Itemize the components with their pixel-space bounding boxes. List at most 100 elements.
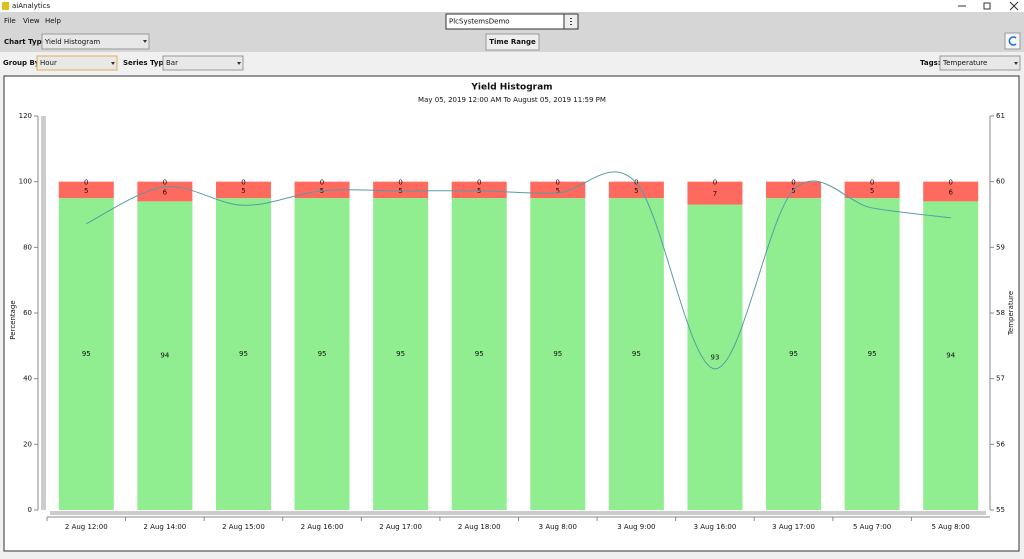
value-label: 0 [477, 179, 481, 187]
value-label: 95 [82, 350, 91, 358]
bar-segment [373, 198, 429, 511]
time-range-button[interactable] [485, 33, 540, 51]
value-label: 0 [163, 179, 167, 187]
y-tick-label: 0 [28, 506, 32, 514]
value-label: 5 [634, 187, 638, 195]
y-tick-label: 40 [23, 375, 32, 383]
value-label: 95 [789, 350, 798, 358]
x-tick-label: 3 Aug 17:00 [772, 523, 815, 531]
value-label: 5 [556, 187, 560, 195]
y2-tick-label: 56 [996, 440, 1005, 448]
value-label: 95 [475, 350, 484, 358]
bar-segment [294, 181, 350, 199]
x-tick-label: 3 Aug 9:00 [617, 523, 655, 531]
vertical-scrollbar[interactable] [41, 116, 46, 510]
bar-segment [608, 198, 664, 511]
value-label: 0 [398, 179, 402, 187]
bar-segment [215, 198, 271, 511]
value-label: 0 [84, 179, 88, 187]
y-tick-label: 60 [23, 309, 32, 317]
value-label: 5 [870, 187, 874, 195]
value-label: 6 [948, 189, 953, 197]
x-tick-label: 5 Aug 7:00 [853, 523, 891, 531]
label: Chart Type: [4, 38, 49, 46]
bar-segment [687, 181, 743, 205]
tags-combo[interactable] [939, 55, 1021, 71]
y-tick-label: 20 [23, 440, 32, 448]
menu-item[interactable]: File [4, 17, 16, 25]
line-series [86, 171, 951, 370]
value-label: 7 [713, 190, 717, 198]
value-label: 0 [791, 179, 795, 187]
combo-arrow [237, 62, 241, 65]
combo-arrow [111, 62, 115, 65]
y2-axis-label: Temperature [1007, 291, 1015, 336]
value-label: 0 [948, 179, 952, 187]
series-type-combo[interactable] [162, 55, 244, 71]
window-title: aiAnalytics [12, 2, 50, 10]
combo-arrow [143, 40, 147, 43]
value-label: 0 [713, 179, 717, 187]
x-tick-label: 2 Aug 18:00 [458, 523, 501, 531]
menu-item[interactable]: View [23, 17, 40, 25]
bar-segment [373, 181, 429, 199]
x-tick-label: 3 Aug 16:00 [694, 523, 737, 531]
label: Series Type: [123, 59, 171, 67]
group-by-combo[interactable] [36, 55, 118, 71]
combo-value: Bar [166, 59, 178, 67]
x-tick-label: 2 Aug 15:00 [222, 523, 265, 531]
combo-arrow [1014, 62, 1018, 65]
y2-tick-label: 57 [996, 375, 1005, 383]
bar-segment [58, 198, 114, 511]
label: Tags: [920, 59, 941, 67]
y2-tick-label: 59 [996, 243, 1005, 251]
y-tick-label: 80 [23, 243, 32, 251]
value-label: 6 [163, 189, 168, 197]
bar-segment [923, 181, 979, 202]
bar-segment [137, 181, 193, 202]
label: Group By: [3, 59, 42, 67]
value-label: 0 [870, 179, 874, 187]
refresh-button[interactable] [1004, 32, 1021, 50]
value-label: 5 [241, 187, 245, 195]
title-bar [0, 0, 1024, 12]
value-label: 95 [318, 350, 327, 358]
value-label: 94 [946, 352, 955, 360]
chart-type-combo[interactable] [41, 33, 150, 50]
bar-segment [687, 204, 743, 510]
value-label: 95 [632, 350, 641, 358]
x-tick-label: 2 Aug 17:00 [379, 523, 422, 531]
bar-segment [844, 198, 900, 511]
x-tick-label: 2 Aug 16:00 [301, 523, 344, 531]
value-label: 0 [320, 179, 324, 187]
y2-tick-label: 55 [996, 506, 1005, 514]
y-tick-label: 120 [19, 112, 32, 120]
value-label: 94 [160, 352, 169, 360]
chart-subtitle: May 05, 2019 12:00 AM To August 05, 2019… [418, 96, 606, 104]
value-label: 0 [241, 179, 245, 187]
value-label: 0 [556, 179, 560, 187]
menu-item[interactable]: Help [45, 17, 62, 25]
close-button[interactable] [1009, 1, 1019, 11]
x-tick-label: 2 Aug 12:00 [65, 523, 108, 531]
bar-segment [137, 201, 193, 510]
horizontal-scrollbar[interactable] [50, 511, 986, 515]
bar-segment [766, 198, 822, 511]
x-tick-label: 2 Aug 14:00 [144, 523, 187, 531]
bar-segment [451, 181, 507, 199]
app-icon [2, 2, 9, 10]
refresh-icon [1008, 36, 1017, 46]
bar-segment [530, 198, 586, 511]
maximize-button[interactable] [983, 2, 991, 10]
system-name: PlcSystemsDemo [449, 18, 510, 26]
chart-title: Yield Histogram [470, 83, 552, 93]
y2-tick-label: 61 [996, 112, 1005, 120]
bar-segment [215, 181, 271, 199]
y2-tick-label: 60 [996, 178, 1005, 186]
value-label: 95 [239, 350, 248, 358]
y-tick-label: 100 [19, 178, 32, 186]
bar-segment [530, 181, 586, 199]
value-label: 95 [868, 350, 877, 358]
